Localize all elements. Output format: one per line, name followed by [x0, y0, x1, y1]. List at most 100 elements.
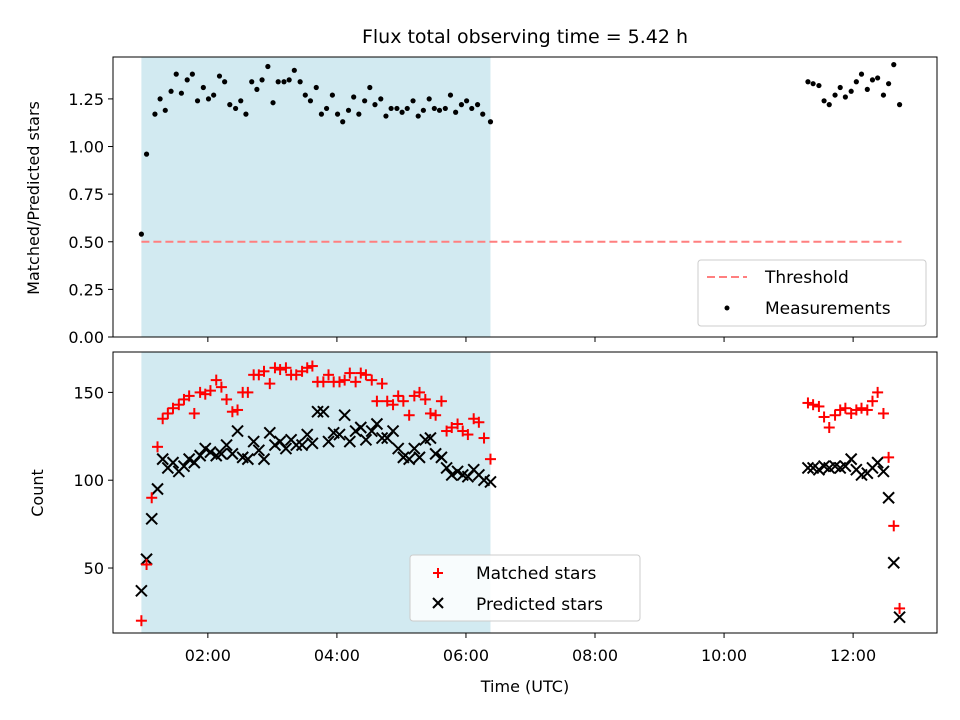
- matched-stars-point: [360, 369, 372, 381]
- measurement-points: [138, 62, 903, 237]
- measurement-point: [848, 88, 854, 94]
- predicted-stars-point: [882, 491, 895, 504]
- measurement-point: [394, 105, 400, 112]
- measurement-point: [168, 88, 174, 94]
- matched-stars-point: [435, 395, 447, 407]
- measurement-point: [211, 92, 217, 98]
- predicted-stars-point: [263, 426, 277, 439]
- measurement-point: [383, 113, 389, 119]
- matched-stars-point: [183, 390, 195, 402]
- measurement-point: [334, 111, 341, 117]
- y-tick-label: 0.50: [68, 233, 104, 252]
- y-tick-label: 100: [73, 471, 104, 490]
- matched-stars-point: [839, 402, 851, 414]
- y-tick-label: 0.75: [68, 185, 104, 204]
- matched-stars-point: [146, 492, 158, 504]
- predicted-stars-point: [220, 438, 233, 452]
- measurement-point: [222, 79, 228, 85]
- matched-stars-points: [135, 360, 906, 627]
- measurement-point: [886, 81, 892, 87]
- y-tick-label: 0.25: [68, 280, 104, 299]
- matched-stars-point: [381, 395, 393, 407]
- measurement-point: [345, 107, 352, 113]
- measurement-point: [362, 98, 368, 104]
- measurement-point: [249, 79, 255, 85]
- matched-stars-point: [877, 407, 889, 419]
- measurement-point: [487, 119, 494, 125]
- top-x-axis-ticks: [207, 337, 854, 342]
- predicted-stars-point: [484, 475, 497, 489]
- legend-measurements-swatch: [724, 305, 730, 311]
- measurement-point: [259, 77, 265, 83]
- predicted-stars-point: [252, 444, 266, 457]
- matched-stars-point: [350, 376, 362, 388]
- matched-stars-point: [478, 432, 490, 444]
- measurement-point: [447, 92, 454, 98]
- bottom-legend-box: [409, 554, 641, 622]
- y-tick-label: 50: [84, 559, 104, 578]
- measurement-point: [270, 100, 276, 106]
- measurement-point: [864, 86, 870, 92]
- matched-stars-point: [333, 376, 345, 388]
- measurement-point: [474, 102, 481, 108]
- matched-stars-point: [157, 413, 169, 425]
- measurement-point: [173, 71, 179, 77]
- matched-stars-point: [888, 520, 900, 532]
- bottom-axes-frame: [112, 351, 938, 634]
- matched-stars-point: [802, 397, 814, 409]
- measurement-point: [464, 98, 470, 104]
- matched-stars-point: [242, 386, 254, 398]
- matched-stars-point: [856, 402, 868, 414]
- matched-stars-point: [403, 409, 415, 421]
- x-tick-label: 12:00: [830, 646, 876, 665]
- predicted-stars-point: [317, 405, 330, 418]
- top-legend: Threshold Measurements: [697, 259, 927, 327]
- matched-stars-point: [258, 365, 270, 377]
- matched-stars-point: [167, 402, 179, 414]
- matched-stars-point: [274, 364, 286, 376]
- matched-stars-point: [850, 404, 862, 416]
- measurement-point: [415, 113, 421, 119]
- measurement-point: [356, 111, 362, 117]
- measurement-point: [858, 71, 865, 77]
- matched-stars-point: [188, 407, 200, 419]
- measurement-point: [436, 107, 443, 113]
- measurement-point: [216, 73, 223, 79]
- matched-stars-point: [883, 451, 895, 463]
- measurement-point: [453, 109, 459, 115]
- measurement-point: [313, 84, 319, 91]
- measurement-point: [138, 231, 144, 237]
- measurement-point: [891, 62, 897, 68]
- measurement-point: [372, 102, 378, 108]
- legend-predicted-swatch: [432, 597, 444, 609]
- measurement-point: [238, 98, 244, 104]
- predicted-stars-point: [166, 456, 180, 469]
- matched-stars-point: [264, 378, 276, 390]
- measurement-point: [410, 98, 416, 104]
- top-legend-box: [697, 259, 927, 327]
- matched-stars-point: [392, 390, 404, 402]
- measurement-point: [307, 98, 314, 104]
- predicted-stars-point: [391, 442, 405, 455]
- predicted-stars-point: [893, 610, 906, 624]
- y-tick-label: 0.00: [68, 328, 104, 347]
- matched-stars-point: [371, 395, 383, 407]
- top-y-axis-ticks: 0.00 0.25 0.50 0.75 1.00 1.25: [68, 90, 113, 347]
- measurement-point: [281, 79, 287, 85]
- predicted-stars-point: [424, 431, 437, 445]
- matched-stars-point: [141, 559, 153, 571]
- measurement-point: [442, 105, 448, 112]
- matched-stars-point: [210, 374, 222, 386]
- measurement-point: [378, 96, 384, 102]
- predicted-stars-point: [156, 452, 169, 466]
- measurement-point: [816, 82, 822, 89]
- measurement-point: [254, 86, 260, 92]
- measurement-point: [826, 102, 832, 108]
- predicted-stars-point: [354, 421, 367, 434]
- matched-stars-point: [290, 369, 302, 381]
- measurement-point: [805, 79, 811, 85]
- matched-stars-point: [339, 374, 351, 386]
- matched-stars-point: [323, 369, 335, 381]
- measurement-point: [194, 98, 201, 104]
- predicted-stars-point: [311, 405, 324, 418]
